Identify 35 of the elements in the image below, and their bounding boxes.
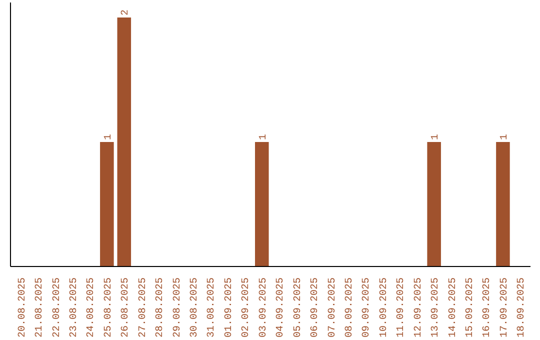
x-tick-label: 28.08.2025 [155, 277, 166, 338]
x-tick-label: 24.08.2025 [86, 277, 98, 338]
x-tick-label: 17.09.2025 [499, 277, 510, 338]
x-tick-label: 14.09.2025 [448, 277, 459, 338]
x-tick-label: 23.08.2025 [68, 277, 80, 338]
x-tick-label: 11.09.2025 [396, 277, 408, 338]
x-tick-label: 01.09.2025 [224, 277, 235, 338]
x-tick-label: 29.08.2025 [172, 277, 184, 338]
x-tick-label: 13.09.2025 [430, 277, 442, 338]
x-tick-label: 04.09.2025 [276, 277, 287, 338]
x-tick-label: 07.09.2025 [327, 277, 338, 338]
x-tick-label: 25.08.2025 [103, 277, 114, 338]
data-label: 1 [430, 134, 442, 140]
x-tick-label: 16.09.2025 [482, 277, 494, 338]
x-tick-label: 12.09.2025 [413, 277, 424, 338]
x-tick-label: 27.08.2025 [138, 277, 149, 338]
x-tick-label: 22.08.2025 [52, 277, 63, 338]
x-tick-label: 15.09.2025 [465, 277, 476, 338]
x-tick-label: 18.09.2025 [516, 277, 528, 338]
x-tick-label: 31.08.2025 [206, 277, 218, 338]
x-tick-label: 06.09.2025 [310, 277, 322, 338]
data-label: 1 [103, 134, 114, 140]
data-label: 2 [120, 9, 132, 16]
x-tick-label: 21.08.2025 [34, 277, 46, 338]
x-tick-label: 05.09.2025 [292, 277, 304, 338]
x-tick-label: 10.09.2025 [378, 277, 390, 338]
x-tick-label: 26.08.2025 [120, 277, 132, 338]
data-label: 1 [258, 134, 270, 140]
x-tick-label: 03.09.2025 [258, 277, 270, 338]
data-label: 1 [499, 134, 510, 140]
x-tick-label: 08.09.2025 [344, 277, 356, 338]
x-tick-label: 09.09.2025 [362, 277, 373, 338]
x-tick-label: 20.08.2025 [17, 277, 28, 338]
x-tick-label: 02.09.2025 [241, 277, 252, 338]
x-tick-label: 30.08.2025 [190, 277, 201, 338]
